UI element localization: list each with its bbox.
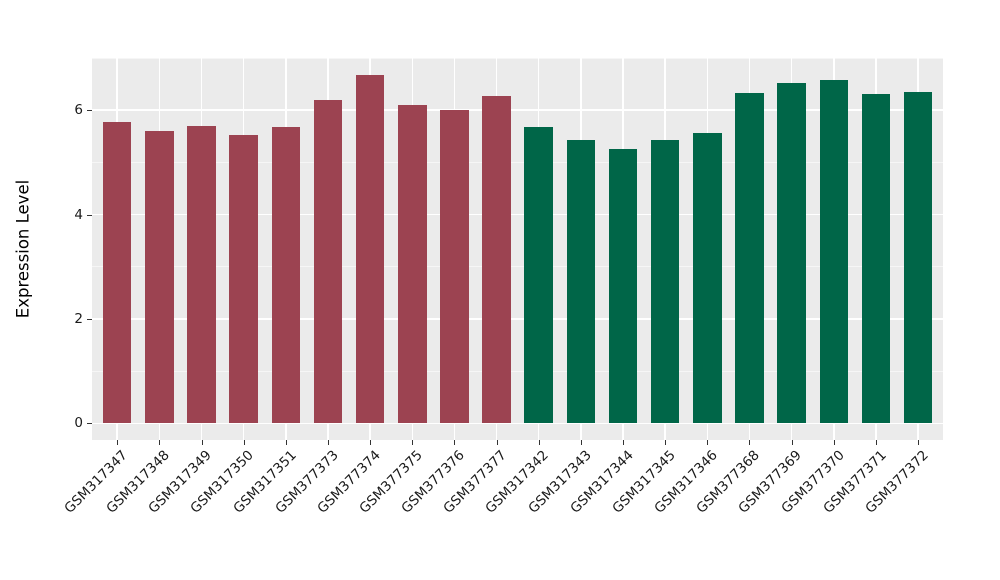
bar-GSM377372 bbox=[903, 91, 933, 424]
gridline-minor-y3 bbox=[92, 266, 943, 268]
gridline-minor-y1 bbox=[92, 370, 943, 372]
bar-GSM317345 bbox=[650, 140, 680, 424]
x-tick-mark-GSM317345 bbox=[665, 440, 667, 445]
bar-GSM317343 bbox=[566, 140, 596, 424]
gridline-major-y2 bbox=[92, 318, 943, 320]
y-tick-mark-6 bbox=[87, 110, 92, 112]
y-tick-mark-0 bbox=[87, 423, 92, 425]
gridline-minor-y5 bbox=[92, 161, 943, 163]
bar-GSM377370 bbox=[819, 80, 848, 424]
x-tick-mark-GSM377376 bbox=[454, 440, 456, 445]
bar-GSM377377 bbox=[482, 96, 511, 424]
y-tick-label-0: 0 bbox=[74, 415, 83, 432]
y-tick-label-6: 6 bbox=[74, 102, 83, 119]
bar-GSM317348 bbox=[145, 130, 174, 424]
y-tick-mark-2 bbox=[87, 318, 92, 320]
x-tick-mark-GSM317344 bbox=[623, 440, 624, 445]
x-tick-mark-GSM317349 bbox=[201, 440, 203, 445]
bar-GSM317350 bbox=[229, 134, 258, 424]
x-tick-mark-GSM377371 bbox=[875, 440, 877, 445]
x-tick-mark-GSM317346 bbox=[707, 440, 709, 445]
bar-GSM377373 bbox=[313, 100, 343, 424]
x-tick-mark-GSM317343 bbox=[580, 440, 582, 445]
gridline-major-y4 bbox=[92, 213, 943, 216]
bar-GSM317347 bbox=[102, 121, 132, 424]
x-tick-mark-GSM377368 bbox=[749, 440, 751, 445]
y-tick-mark-4 bbox=[87, 214, 92, 216]
bar-GSM377374 bbox=[355, 75, 385, 424]
x-tick-mark-GSM317348 bbox=[159, 440, 161, 445]
x-tick-mark-GSM377372 bbox=[918, 440, 920, 445]
x-tick-mark-GSM317347 bbox=[117, 440, 119, 445]
x-tick-mark-GSM317342 bbox=[538, 440, 540, 445]
gridline-major-y6 bbox=[92, 109, 943, 111]
x-tick-mark-GSM377369 bbox=[791, 440, 793, 445]
x-tick-mark-GSM377374 bbox=[370, 440, 372, 445]
bar-GSM377376 bbox=[440, 110, 469, 424]
bar-GSM317351 bbox=[271, 127, 301, 424]
x-tick-mark-GSM317351 bbox=[285, 440, 287, 445]
bar-GSM317342 bbox=[524, 127, 553, 424]
y-axis-title: Expression Level bbox=[13, 179, 33, 319]
bar-GSM317344 bbox=[608, 149, 638, 424]
y-tick-label-4: 4 bbox=[74, 206, 83, 223]
bar-GSM317349 bbox=[187, 126, 216, 424]
x-tick-mark-GSM377370 bbox=[833, 440, 835, 445]
x-tick-mark-GSM317350 bbox=[243, 440, 245, 445]
gridline-major-y0 bbox=[92, 422, 943, 425]
bar-GSM377371 bbox=[861, 94, 891, 424]
bar-GSM377375 bbox=[398, 104, 427, 424]
gridline-minor-y7 bbox=[92, 58, 943, 59]
x-tick-mark-GSM377373 bbox=[327, 440, 329, 445]
x-tick-mark-GSM377377 bbox=[496, 440, 498, 445]
y-tick-label-2: 2 bbox=[74, 310, 83, 327]
bar-GSM377369 bbox=[777, 82, 806, 424]
x-tick-mark-GSM377375 bbox=[412, 440, 414, 445]
bar-GSM377368 bbox=[735, 93, 764, 424]
plot-panel bbox=[92, 58, 943, 440]
bar-GSM317346 bbox=[693, 133, 722, 424]
